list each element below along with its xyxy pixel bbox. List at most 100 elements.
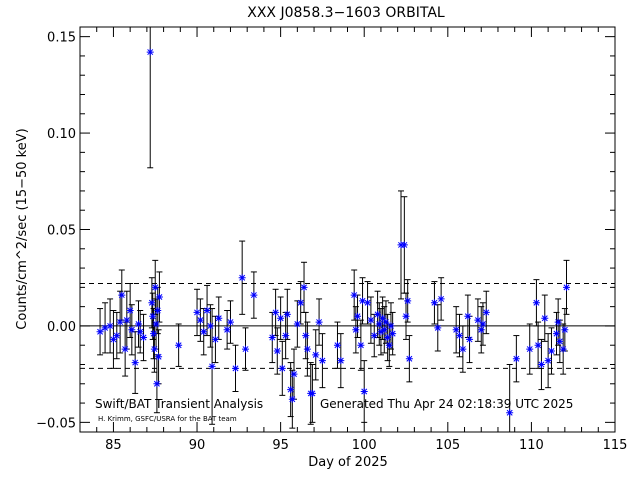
data-point [477, 326, 485, 334]
data-point [544, 357, 552, 365]
data-point [121, 345, 129, 353]
data-point [404, 297, 412, 305]
data-point [380, 326, 388, 334]
data-point [387, 322, 395, 330]
data-point [563, 283, 571, 291]
data-point [277, 314, 285, 322]
x-tick-label: 95 [272, 438, 289, 453]
data-point [367, 316, 375, 324]
data-point [282, 332, 290, 340]
y-tick-label: 0.15 [47, 31, 76, 46]
data-point [250, 291, 258, 299]
data-point [559, 345, 567, 353]
y-tick-label: 0.10 [47, 127, 76, 142]
data-point [150, 330, 158, 338]
x-tick-label: 85 [105, 438, 122, 453]
data-point [541, 314, 549, 322]
data-point [206, 322, 214, 330]
data-point [385, 341, 393, 349]
data-point [223, 326, 231, 334]
data-point [303, 345, 311, 353]
x-tick-label: 90 [189, 438, 206, 453]
data-point [552, 330, 560, 338]
data-point [405, 355, 413, 363]
data-point [96, 328, 104, 336]
x-tick-label: 105 [435, 438, 460, 453]
data-point [357, 341, 365, 349]
data-point [379, 314, 387, 322]
data-point [290, 370, 298, 378]
data-point [118, 291, 126, 299]
data-point [293, 320, 301, 328]
y-tick-label: 0.05 [47, 224, 76, 239]
data-point [400, 241, 408, 249]
data-point [175, 341, 183, 349]
data-point [146, 48, 154, 56]
generated-label: Generated Thu Apr 24 02:18:39 UTC 2025 [320, 397, 573, 411]
data-point [196, 316, 204, 324]
data-point [140, 334, 148, 341]
data-point [272, 308, 280, 316]
data-point [226, 318, 234, 326]
data-point [452, 326, 460, 334]
y-tick-label: −0.05 [36, 416, 76, 431]
data-point [211, 335, 219, 343]
data-point [109, 335, 117, 343]
data-point [193, 308, 201, 316]
data-point [556, 337, 564, 345]
data-point [437, 295, 445, 303]
data-point [131, 359, 139, 367]
data-point [300, 283, 308, 291]
data-point [128, 326, 136, 334]
data-point [354, 312, 362, 320]
data-point [283, 310, 291, 318]
data-point [154, 307, 162, 314]
data-point [312, 351, 320, 359]
data-point [153, 380, 161, 388]
axis-ticks [79, 27, 616, 432]
data-point [151, 283, 159, 291]
data-point [287, 386, 295, 394]
x-tick-label: 100 [352, 438, 377, 453]
data-point [333, 341, 341, 349]
data-point [238, 274, 246, 282]
data-point [268, 334, 276, 341]
data-point [375, 320, 383, 328]
data-point [242, 345, 250, 353]
data-point [466, 335, 474, 343]
data-point [297, 299, 305, 307]
data-point [352, 326, 360, 334]
data-point [155, 353, 163, 361]
data-point [534, 341, 542, 349]
data-point [288, 395, 296, 403]
data-point [384, 334, 392, 341]
data-point [113, 332, 121, 340]
data-point [532, 299, 540, 307]
data-point [389, 330, 397, 338]
data-point [474, 316, 482, 324]
data-point [456, 332, 464, 340]
data-point [402, 312, 410, 320]
reference-lines [80, 283, 615, 369]
credit-label: H. Krimm, GSFC/USRA for the BAT team [98, 415, 237, 423]
data-point [547, 347, 555, 355]
data-point [459, 345, 467, 353]
y-axis-label: Counts/cm^2/sec (15−50 keV) [15, 128, 30, 329]
data-point [377, 328, 385, 336]
data-markers [96, 48, 571, 417]
data-point [126, 307, 134, 314]
analysis-label: Swift/BAT Transient Analysis [95, 397, 263, 411]
data-point [360, 388, 368, 395]
axis-tick-labels: 85 90 95 100 105 110 115 −0.05 0.00 0.05 0.10 0.15 [36, 31, 627, 453]
data-point [136, 328, 144, 336]
data-point [370, 332, 378, 340]
error-bars [97, 27, 570, 432]
data-point [152, 320, 160, 328]
data-point [479, 320, 487, 328]
data-point [155, 293, 163, 301]
data-point [318, 357, 326, 365]
data-point [215, 314, 223, 322]
y-tick-label: 0.00 [47, 320, 76, 335]
data-point [512, 355, 520, 363]
